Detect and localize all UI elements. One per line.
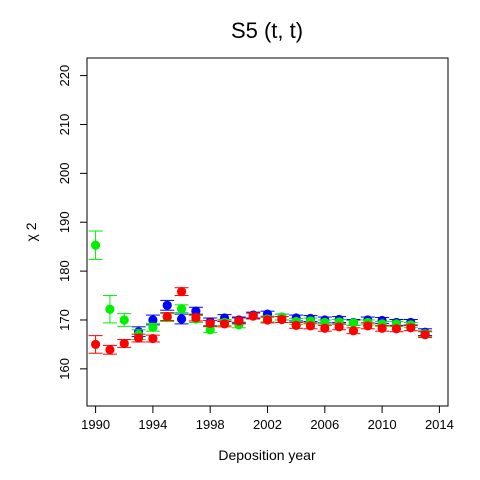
y-axis-label: χ 2 [23,222,39,241]
data-point [90,339,101,350]
data-point [162,300,172,310]
x-tick-label: 2014 [425,417,454,432]
y-tick-label: 220 [57,65,72,87]
data-point [191,306,201,316]
x-tick-label: 1990 [81,417,110,432]
data-point [262,315,273,325]
x-tick-label: 1998 [196,417,225,432]
data-point [348,318,359,328]
x-tick-label: 2006 [310,417,339,432]
data-point [277,314,287,325]
data-point [119,338,129,349]
y-tick-label: 160 [57,358,72,380]
data-point [406,323,416,333]
data-point [363,321,373,331]
x-tick-label: 2010 [368,417,397,432]
data-point [162,311,172,322]
data-point [119,315,129,325]
data-point [90,240,101,250]
data-point [148,333,158,344]
y-tick-label: 170 [57,309,72,331]
data-point [234,316,244,326]
chart-title: S5 (t, t) [231,18,303,43]
series-1 [88,230,433,341]
data-point [205,318,215,328]
data-point [133,333,144,343]
x-tick-label: 1994 [138,417,167,432]
data-point [334,322,344,332]
data-point [205,325,215,335]
y-axis: 160 170 180 190 200 210 220 [57,65,88,380]
x-axis-label: Deposition year [218,447,316,463]
plot-frame [86,57,449,407]
data-point [148,322,158,332]
data-series [88,230,433,355]
x-axis: 1990 1994 1998 2002 2006 2010 2014 [81,405,454,432]
y-tick-label: 210 [57,114,72,136]
data-point [148,315,158,325]
x-tick-label: 2002 [253,417,282,432]
series-2 [88,287,433,355]
data-point [420,330,430,340]
data-point [176,287,187,297]
data-point [176,304,187,314]
data-point [191,312,201,323]
y-tick-label: 200 [57,162,72,184]
data-point [105,345,115,355]
data-point [377,323,387,333]
data-point [248,311,258,321]
data-point [105,304,115,314]
data-point [305,321,316,331]
data-point [391,324,402,334]
y-tick-label: 190 [57,211,72,233]
data-point [291,320,301,330]
data-point [219,319,230,329]
data-point [176,314,187,324]
data-point [320,323,330,333]
data-point [348,326,359,336]
y-tick-label: 180 [57,260,72,282]
